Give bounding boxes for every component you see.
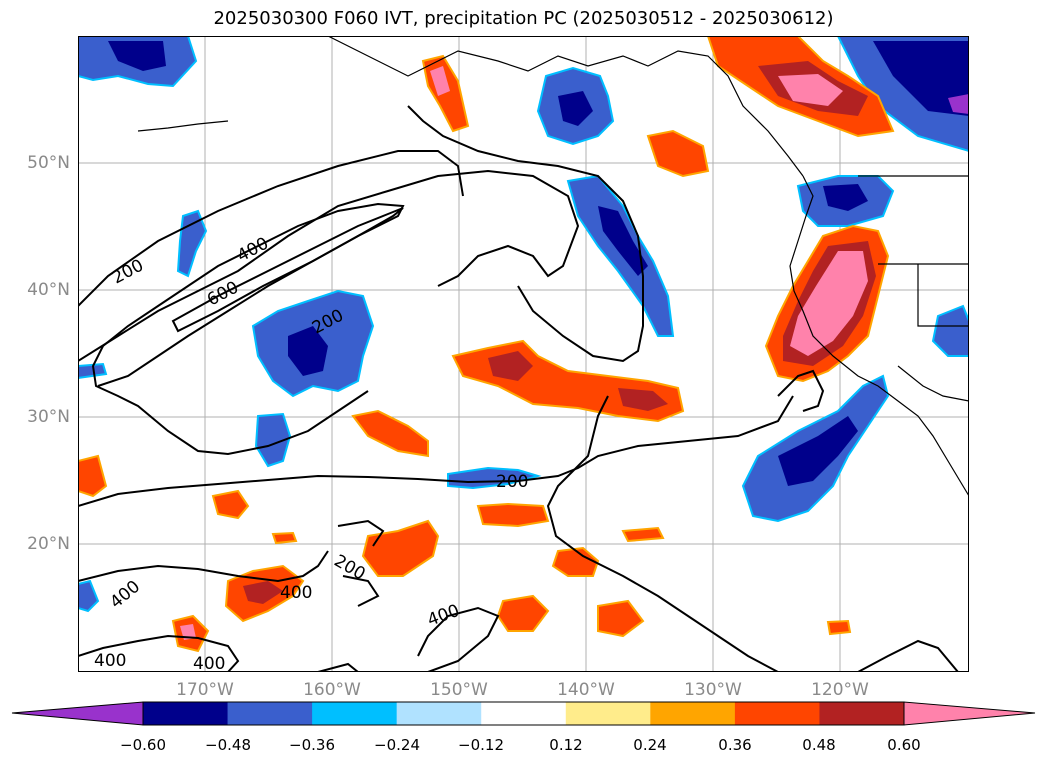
colorbar-segment bbox=[481, 702, 567, 725]
map-canvas: 200 400 600 200 200 200 400 400 400 400 … bbox=[78, 36, 969, 672]
map-panel: 200 400 600 200 200 200 400 400 400 400 … bbox=[78, 36, 969, 672]
contour-label: 400 bbox=[425, 601, 462, 631]
lon-label-120w: 120°W bbox=[811, 680, 869, 700]
lon-label-170w: 170°W bbox=[176, 680, 234, 700]
colorbar-segment bbox=[227, 702, 313, 725]
colorbar-segment bbox=[396, 702, 482, 725]
colorbar-tick-label: 0.48 bbox=[802, 736, 836, 754]
ivt-contour-600 bbox=[171, 207, 404, 333]
map-title: 2025030300 F060 IVT, precipitation PC (2… bbox=[213, 8, 834, 29]
lat-label-20n: 20°N bbox=[27, 534, 70, 554]
colorbar-tick-label: 0.60 bbox=[887, 736, 921, 754]
colorbar-tick-label: 0.12 bbox=[549, 736, 583, 754]
colorbar-segments bbox=[12, 702, 1035, 725]
lat-label-40n: 40°N bbox=[27, 280, 70, 300]
colorbar-tick-label: −0.48 bbox=[205, 736, 251, 754]
colorbar-tick-label: −0.36 bbox=[289, 736, 335, 754]
ivt-contour-400 bbox=[91, 202, 405, 456]
colorbar-segment bbox=[565, 702, 651, 725]
contour-label: 400 bbox=[106, 577, 144, 613]
colorbar bbox=[11, 701, 1036, 726]
lon-label-150w: 150°W bbox=[430, 680, 488, 700]
colorbar-segment bbox=[819, 702, 905, 725]
colorbar-segment bbox=[734, 702, 820, 725]
ivt-contours bbox=[78, 105, 959, 672]
colorbar-segment bbox=[650, 702, 736, 725]
colorbar-tick-label: −0.24 bbox=[374, 736, 420, 754]
colorbar-tick-label: −0.12 bbox=[458, 736, 504, 754]
colorbar-tick-label: 0.24 bbox=[633, 736, 667, 754]
contour-label: 200 bbox=[109, 256, 147, 289]
lat-label-50n: 50°N bbox=[27, 153, 70, 173]
colorbar-segment bbox=[312, 702, 398, 725]
colorbar-segment bbox=[143, 702, 229, 725]
contour-label: 400 bbox=[280, 583, 312, 603]
lon-label-140w: 140°W bbox=[557, 680, 615, 700]
neg-region-central-north bbox=[566, 174, 675, 337]
colorbar-tick-label: 0.36 bbox=[718, 736, 752, 754]
colorbar-extend-low bbox=[12, 702, 143, 725]
ivt-contour-200-south bbox=[78, 395, 794, 507]
coastlines bbox=[137, 36, 969, 497]
pos-region-south-cluster bbox=[361, 519, 440, 577]
ivt-contour-200-outer bbox=[78, 150, 464, 307]
colorbar-extend-high bbox=[904, 702, 1035, 725]
contour-label: 400 bbox=[94, 651, 126, 671]
colorbar-tick-label: −0.60 bbox=[120, 736, 166, 754]
contour-label: 400 bbox=[193, 654, 225, 672]
lat-label-30n: 30°N bbox=[27, 407, 70, 427]
lon-label-130w: 130°W bbox=[684, 680, 742, 700]
precip-negative-regions bbox=[78, 36, 969, 613]
pos-region-alaska bbox=[421, 54, 470, 133]
contour-label: 200 bbox=[496, 472, 528, 492]
precip-positive-regions bbox=[78, 36, 895, 653]
lon-label-160w: 160°W bbox=[303, 680, 361, 700]
